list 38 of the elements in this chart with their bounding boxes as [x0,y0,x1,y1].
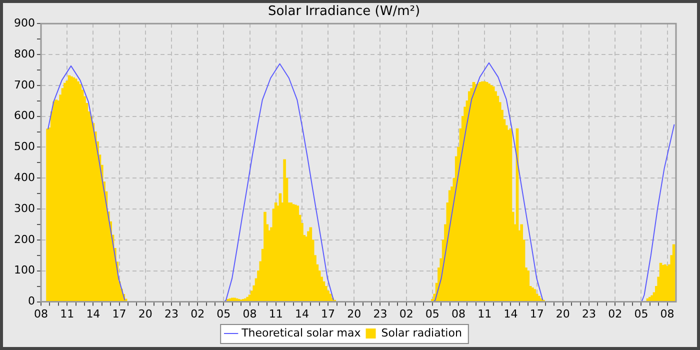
y-tick-label: 400 [14,171,35,184]
x-tick-label: 05 [425,307,440,320]
x-tick-label: 14 [86,307,100,320]
y-tick-label: 500 [14,140,35,154]
y-tick-label: 200 [14,232,35,246]
legend-label: Theoretical solar max [240,326,362,340]
x-tick-label: 23 [582,307,596,320]
x-tick-label: 17 [530,307,544,320]
x-tick-label: 14 [504,307,518,320]
y-tick-label: 100 [14,264,35,277]
x-tick-label: 11 [478,307,492,320]
y-tick-label: 600 [14,109,35,122]
y-tick-label: 0 [28,294,35,308]
x-tick-label: 17 [321,307,336,320]
x-tick-label: 11 [60,307,74,320]
x-tick-label: 02 [608,307,622,320]
x-tick-label: 05 [634,307,648,320]
y-tick-label: 900 [14,16,35,30]
x-tick-label: 20 [138,307,152,320]
x-tick-label: 20 [347,307,362,320]
x-tick-label: 08 [242,307,257,320]
x-tick-label: 23 [164,307,178,320]
x-tick-label: 08 [660,307,674,320]
chart-title: Solar Irradiance (W/m²) [268,4,420,20]
y-tick-label: 700 [14,78,35,92]
x-tick-label: 02 [399,307,414,320]
x-tick-label: 14 [294,307,309,320]
x-tick-label: 20 [556,307,570,320]
y-tick-label: 300 [14,202,35,215]
x-tick-label: 05 [216,307,231,320]
x-tick-label: 08 [452,307,466,320]
x-tick-label: 17 [112,307,126,320]
x-tick-label: 02 [190,307,205,320]
x-tick-label: 23 [373,307,388,320]
x-tick-label: 08 [34,307,48,320]
x-tick-label: 11 [268,307,283,320]
legend-label: Solar radiation [381,326,462,340]
y-tick-label: 800 [14,47,35,60]
